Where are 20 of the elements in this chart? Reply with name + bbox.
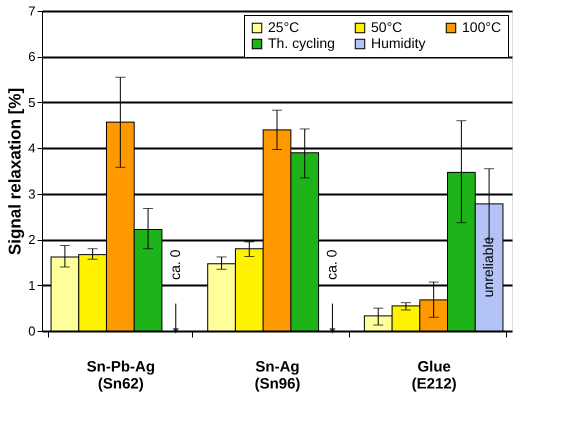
- legend-label: Humidity: [371, 35, 426, 51]
- y-tick-label: 7: [28, 4, 36, 18]
- y-tick-label: 1: [28, 278, 36, 293]
- annotation: ca. 0: [166, 249, 183, 280]
- legend-label: 50°C: [371, 19, 402, 35]
- y-tick-label: 3: [28, 186, 36, 202]
- annotation: unreliable: [480, 236, 496, 298]
- y-tick-label: 0: [28, 324, 36, 338]
- x-tick-label: Sn-Ag (Sn96): [254, 358, 300, 392]
- y-axis-title: Signal relaxation [%]: [5, 88, 24, 256]
- annotation: ca. 0: [323, 249, 340, 280]
- legend-label: 100°C: [462, 19, 502, 35]
- x-tick-label: Sn-Pb-Ag (Sn62): [86, 358, 155, 392]
- legend-label: Th. cycling: [268, 35, 335, 51]
- legend-label: 25°C: [268, 19, 300, 35]
- y-tick-label: 5: [28, 94, 36, 110]
- y-tick-label: 4: [28, 140, 36, 156]
- y-tick-label: 2: [28, 232, 36, 248]
- x-tick-label: Glue (E212): [412, 358, 457, 392]
- y-tick-label: 6: [28, 49, 36, 64]
